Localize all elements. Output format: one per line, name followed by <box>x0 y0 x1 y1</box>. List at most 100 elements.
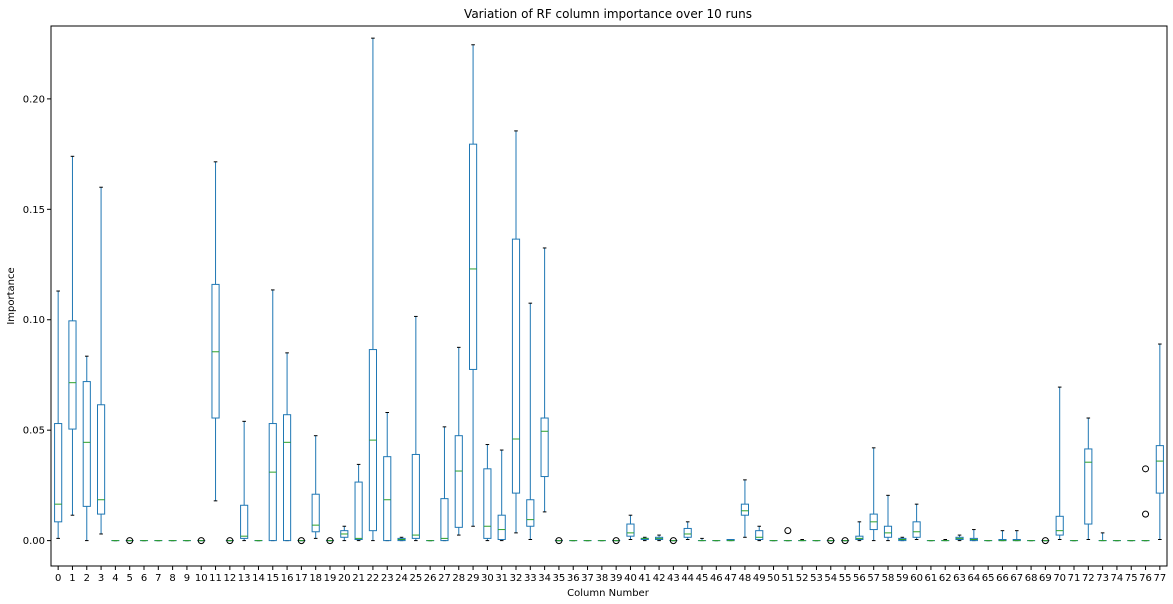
x-tick-label: 15 <box>266 573 279 584</box>
x-tick-label: 41 <box>638 573 651 584</box>
box-18 <box>311 435 320 539</box>
box-28 <box>454 346 463 536</box>
box-body <box>440 498 449 542</box>
box-52 <box>798 538 807 542</box>
outlier-point <box>197 537 205 545</box>
x-tick-label: 53 <box>810 573 823 584</box>
x-tick-label: 7 <box>155 573 161 584</box>
chart-title: Variation of RF column importance over 1… <box>464 7 752 21</box>
box-0 <box>54 290 63 539</box>
x-tick-label: 38 <box>595 573 608 584</box>
x-tick-label: 1 <box>69 573 75 584</box>
box-5 <box>125 537 134 545</box>
x-tick-label: 0 <box>55 573 61 584</box>
box-39 <box>612 537 621 545</box>
box-body <box>511 238 521 494</box>
x-tick-label: 60 <box>910 573 923 584</box>
box-body <box>97 404 106 515</box>
x-tick-label: 68 <box>1025 573 1038 584</box>
box-body <box>1084 448 1093 525</box>
outlier-point <box>226 537 234 545</box>
y-tick-label: 0.05 <box>23 426 45 437</box>
box-body <box>411 453 420 539</box>
x-tick-label: 74 <box>1111 573 1124 584</box>
x-tick-label: 35 <box>553 573 566 584</box>
box-body <box>883 525 893 538</box>
box-27 <box>440 426 449 542</box>
x-tick-label: 3 <box>98 573 104 584</box>
x-tick-label: 57 <box>867 573 880 584</box>
x-tick-label: 63 <box>953 573 966 584</box>
box-25 <box>411 315 420 542</box>
box-body <box>454 435 463 528</box>
box-31 <box>497 449 506 542</box>
box-23 <box>383 412 392 542</box>
x-tick-label: 18 <box>309 573 322 584</box>
box-41 <box>640 536 649 542</box>
box-2 <box>82 355 91 542</box>
x-tick-label: 73 <box>1096 573 1109 584</box>
x-tick-label: 76 <box>1139 573 1152 584</box>
x-tick-label: 19 <box>324 573 337 584</box>
box-body <box>354 481 363 540</box>
x-tick-label: 27 <box>438 573 451 584</box>
box-32 <box>511 130 521 534</box>
x-tick-label: 56 <box>853 573 866 584</box>
box-56 <box>855 521 864 542</box>
x-tick-label: 52 <box>796 573 809 584</box>
x-tick-label: 8 <box>169 573 175 584</box>
y-tick-label: 0.20 <box>23 94 45 105</box>
box-body <box>54 423 63 523</box>
x-tick-label: 67 <box>1010 573 1023 584</box>
box-55 <box>841 537 850 545</box>
outlier-point <box>126 537 134 545</box>
x-tick-label: 77 <box>1153 573 1166 584</box>
box-43 <box>669 537 678 545</box>
box-3 <box>97 186 106 535</box>
box-body <box>283 414 292 542</box>
x-tick-label: 16 <box>281 573 294 584</box>
box-body <box>383 456 392 542</box>
x-tick-label: 23 <box>381 573 394 584</box>
box-63 <box>955 534 964 542</box>
box-77 <box>1155 343 1164 540</box>
x-tick-label: 13 <box>238 573 251 584</box>
x-tick-label: 43 <box>667 573 680 584</box>
box-body <box>740 503 749 516</box>
x-tick-label: 46 <box>710 573 723 584</box>
x-tick-label: 47 <box>724 573 737 584</box>
box-24 <box>397 536 406 542</box>
box-70 <box>1055 386 1064 540</box>
box-58 <box>883 494 893 542</box>
y-axis-title: Importance <box>6 267 17 324</box>
x-tick-label: 28 <box>452 573 465 584</box>
box-17 <box>297 537 306 545</box>
x-tick-label: 17 <box>295 573 308 584</box>
box-35 <box>554 537 563 545</box>
box-64 <box>969 529 978 542</box>
box-body <box>855 535 864 540</box>
box-body <box>240 504 249 539</box>
outlier-point <box>827 537 835 545</box>
box-51 <box>783 527 792 542</box>
x-tick-label: 40 <box>624 573 637 584</box>
box-body <box>540 417 549 478</box>
x-tick-label: 11 <box>209 573 222 584</box>
box-45 <box>697 537 707 542</box>
outlier-point <box>612 537 620 545</box>
x-tick-label: 37 <box>581 573 594 584</box>
x-tick-label: 64 <box>967 573 980 584</box>
box-body <box>912 521 921 538</box>
x-tick-label: 2 <box>84 573 90 584</box>
y-axis: 0.00 0.05 0.10 0.15 0.20 <box>23 94 51 547</box>
x-tick-label: 34 <box>538 573 551 584</box>
x-tick-label: 71 <box>1068 573 1081 584</box>
x-tick-label: 29 <box>467 573 480 584</box>
box-54 <box>826 537 835 545</box>
box-66 <box>998 530 1007 542</box>
box-16 <box>283 352 292 542</box>
x-tick-label: 10 <box>195 573 208 584</box>
x-tick-label: 33 <box>524 573 537 584</box>
x-tick-label: 70 <box>1053 573 1066 584</box>
